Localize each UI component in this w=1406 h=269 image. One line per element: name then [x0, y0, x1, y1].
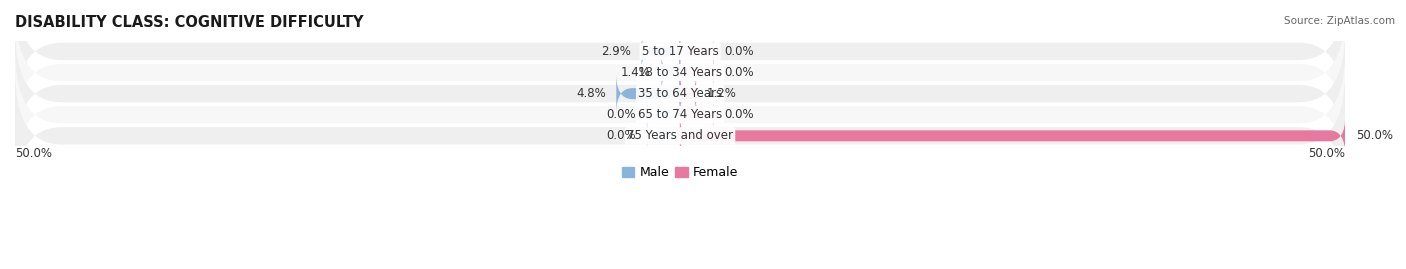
Text: 4.8%: 4.8% [576, 87, 606, 100]
FancyBboxPatch shape [681, 74, 696, 114]
FancyBboxPatch shape [15, 7, 1346, 138]
Text: 2.9%: 2.9% [600, 45, 631, 58]
FancyBboxPatch shape [681, 116, 1346, 156]
Text: DISABILITY CLASS: COGNITIVE DIFFICULTY: DISABILITY CLASS: COGNITIVE DIFFICULTY [15, 15, 364, 30]
Text: 75 Years and over: 75 Years and over [627, 129, 733, 142]
Text: 1.4%: 1.4% [621, 66, 651, 79]
FancyBboxPatch shape [647, 120, 681, 151]
Text: 0.0%: 0.0% [724, 108, 754, 121]
FancyBboxPatch shape [681, 99, 713, 130]
Text: Source: ZipAtlas.com: Source: ZipAtlas.com [1284, 16, 1395, 26]
FancyBboxPatch shape [647, 99, 681, 130]
FancyBboxPatch shape [641, 32, 681, 71]
Text: 1.2%: 1.2% [707, 87, 737, 100]
Text: 5 to 17 Years: 5 to 17 Years [641, 45, 718, 58]
FancyBboxPatch shape [616, 74, 681, 114]
FancyBboxPatch shape [15, 0, 1346, 117]
Text: 0.0%: 0.0% [606, 108, 637, 121]
Text: 50.0%: 50.0% [1308, 147, 1346, 160]
FancyBboxPatch shape [681, 36, 713, 67]
FancyBboxPatch shape [661, 53, 681, 92]
Text: 0.0%: 0.0% [724, 66, 754, 79]
FancyBboxPatch shape [15, 49, 1346, 180]
Text: 35 to 64 Years: 35 to 64 Years [638, 87, 723, 100]
Text: 50.0%: 50.0% [15, 147, 52, 160]
FancyBboxPatch shape [15, 29, 1346, 159]
Text: 50.0%: 50.0% [1355, 129, 1393, 142]
Legend: Male, Female: Male, Female [617, 161, 744, 185]
Text: 0.0%: 0.0% [606, 129, 637, 142]
Text: 0.0%: 0.0% [724, 45, 754, 58]
FancyBboxPatch shape [681, 57, 713, 88]
Text: 65 to 74 Years: 65 to 74 Years [638, 108, 723, 121]
FancyBboxPatch shape [15, 71, 1346, 201]
Text: 18 to 34 Years: 18 to 34 Years [638, 66, 723, 79]
